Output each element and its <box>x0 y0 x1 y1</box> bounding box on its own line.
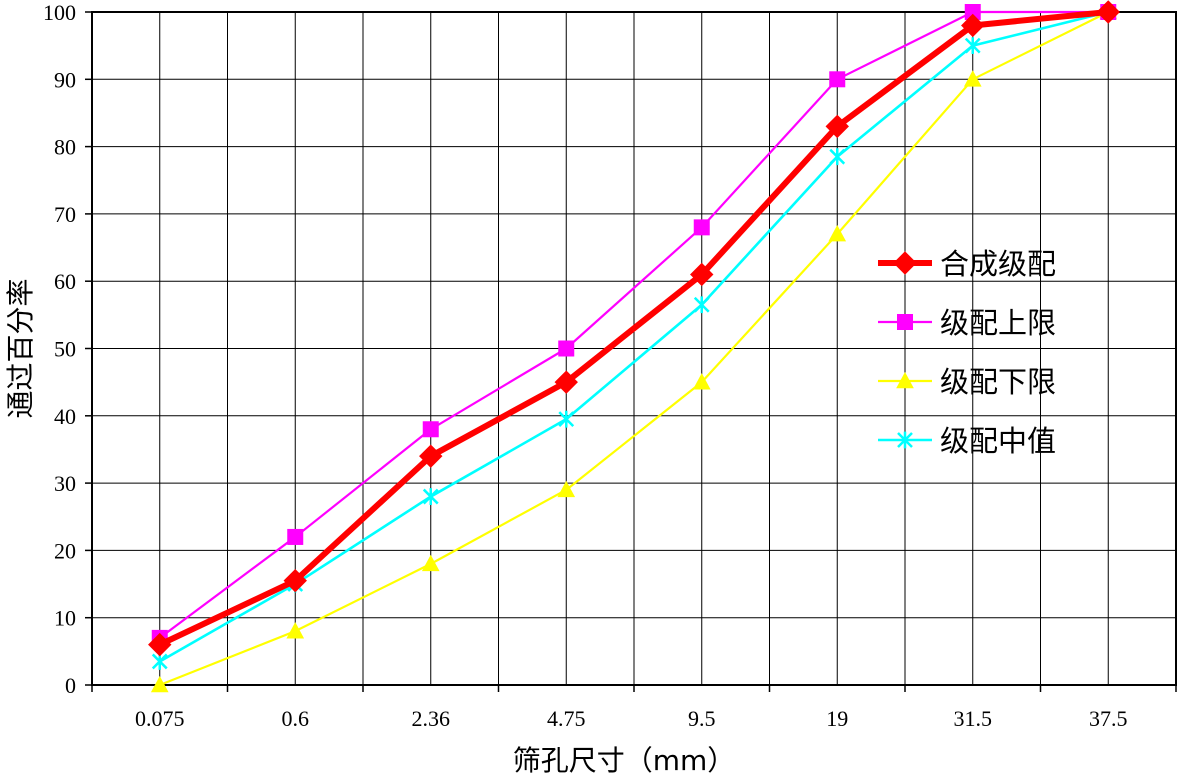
y-tick-label: 60 <box>54 269 76 294</box>
x-tick-label: 0.6 <box>282 706 310 731</box>
data-point <box>828 225 847 242</box>
data-point <box>961 13 985 38</box>
data-point <box>422 488 439 505</box>
legend-item: 级配下限 <box>878 365 1056 399</box>
data-point <box>829 71 846 88</box>
data-point <box>557 480 576 498</box>
data-point <box>422 421 439 438</box>
legend-label: 级配上限 <box>940 306 1056 340</box>
data-point <box>421 554 440 572</box>
y-tick-label: 80 <box>54 135 76 160</box>
data-point <box>693 296 710 314</box>
x-axis-ticks: 0.075 0.6 2.36 4.75 9.5 19 31.5 37.5 <box>91 685 1177 731</box>
data-point <box>286 622 305 639</box>
y-tick-label: 50 <box>54 337 76 362</box>
series-line <box>158 9 1109 648</box>
y-axis-title: 通过百分率 <box>4 278 37 418</box>
x-tick-label: 37.5 <box>1089 706 1128 731</box>
data-point <box>554 370 578 394</box>
legend-item: 级配中值 <box>878 424 1056 458</box>
data-point <box>1096 0 1120 24</box>
x-tick-label: 0.075 <box>135 706 185 731</box>
data-point <box>419 444 443 468</box>
x-tick-label: 2.36 <box>412 706 451 731</box>
x-tick-label: 31.5 <box>954 706 993 731</box>
data-point <box>693 219 710 236</box>
y-axis-ticks: 0 10 20 30 40 50 60 70 80 90 100 <box>43 0 92 698</box>
data-point <box>963 70 982 87</box>
data-point <box>829 148 846 166</box>
series-line <box>159 11 1109 687</box>
y-tick-label: 0 <box>65 673 76 698</box>
legend-marker <box>893 251 917 275</box>
x-tick-label: 9.5 <box>688 706 716 731</box>
legend-item: 级配上限 <box>878 306 1056 340</box>
x-tick-label: 4.75 <box>547 706 586 731</box>
data-point <box>690 262 714 287</box>
series-diamond <box>148 0 1120 657</box>
y-tick-label: 20 <box>54 538 76 563</box>
series-group <box>148 0 1120 693</box>
data-point <box>148 632 172 657</box>
data-point <box>558 410 575 428</box>
legend-marker <box>897 431 913 449</box>
grid-lines <box>91 11 1177 686</box>
y-tick-label: 70 <box>54 202 76 227</box>
y-tick-label: 40 <box>54 404 76 429</box>
legend-item: 合成级配 <box>878 247 1056 281</box>
data-point <box>150 675 169 693</box>
legend-marker <box>896 371 914 389</box>
legend-marker <box>897 314 913 330</box>
data-point <box>825 114 849 139</box>
y-tick-label: 30 <box>54 471 76 496</box>
legend-label: 级配下限 <box>940 365 1056 399</box>
data-point <box>964 37 981 55</box>
series-line <box>159 10 1109 663</box>
y-tick-label: 100 <box>43 0 76 25</box>
data-point <box>283 568 307 593</box>
legend-label: 级配中值 <box>940 424 1056 458</box>
series-line <box>159 10 1109 639</box>
data-point <box>558 340 575 357</box>
legend-label: 合成级配 <box>940 247 1056 281</box>
series-triangle <box>150 2 1118 693</box>
x-tick-label: 19 <box>826 706 848 731</box>
x-axis-title: 筛孔尺寸（mm） <box>513 744 736 777</box>
y-tick-label: 10 <box>54 606 76 631</box>
y-tick-label: 90 <box>54 67 76 92</box>
data-point <box>692 373 711 390</box>
data-point <box>287 528 304 545</box>
